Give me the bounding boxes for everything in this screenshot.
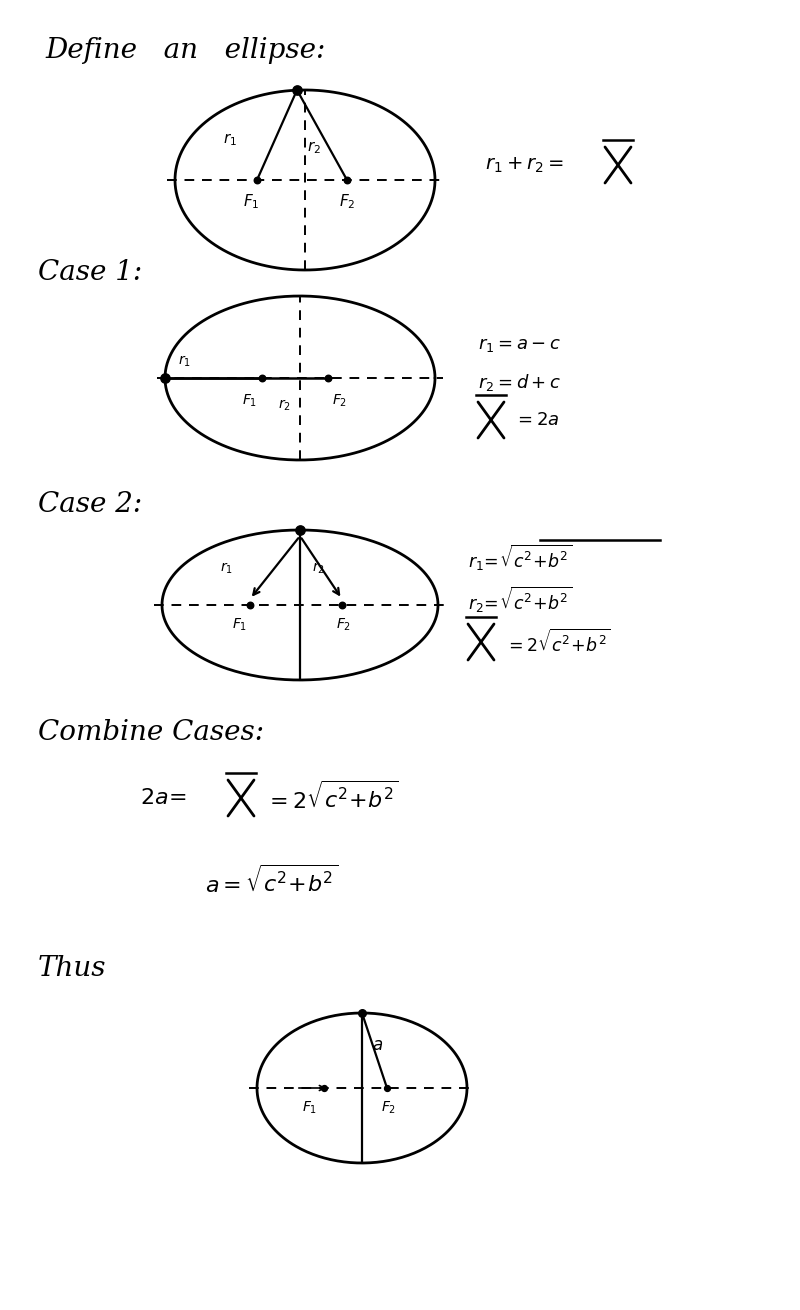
- Text: $r_2\!=\!\sqrt{c^2\!+\!b^2}$: $r_2\!=\!\sqrt{c^2\!+\!b^2}$: [468, 586, 572, 614]
- Text: $F_1$: $F_1$: [242, 393, 258, 409]
- Text: $a=\sqrt{c^2\!+\!b^2}$: $a=\sqrt{c^2\!+\!b^2}$: [205, 866, 338, 899]
- Text: $F_2$: $F_2$: [332, 393, 347, 409]
- Point: [243, 595, 256, 616]
- Text: $r_2$: $r_2$: [307, 140, 321, 156]
- Point: [318, 1078, 330, 1099]
- Text: $r_1$: $r_1$: [220, 561, 233, 575]
- Text: $= 2a$: $= 2a$: [514, 411, 559, 428]
- Text: $r_1$: $r_1$: [223, 131, 237, 148]
- Point: [294, 520, 306, 541]
- Text: $F_2$: $F_2$: [336, 617, 351, 633]
- Text: $r_2$: $r_2$: [278, 397, 291, 413]
- Point: [322, 368, 334, 389]
- Text: $r_1\!=\!\sqrt{c^2\!+\!b^2}$: $r_1\!=\!\sqrt{c^2\!+\!b^2}$: [468, 542, 572, 572]
- Text: Define   an   ellipse:: Define an ellipse:: [45, 37, 326, 63]
- Point: [341, 169, 354, 190]
- Text: $r_1= a-c$: $r_1= a-c$: [478, 335, 561, 354]
- Text: $F_1$: $F_1$: [232, 617, 247, 633]
- Point: [158, 368, 171, 389]
- Point: [256, 368, 269, 389]
- Text: $=2\sqrt{c^2\!+\!b^2}$: $=2\sqrt{c^2\!+\!b^2}$: [265, 782, 399, 815]
- Text: $r_2$: $r_2$: [312, 561, 325, 575]
- Text: $F_2$: $F_2$: [339, 193, 355, 211]
- Point: [355, 1002, 368, 1023]
- Text: $F_2$: $F_2$: [381, 1100, 396, 1116]
- Text: $F_1$: $F_1$: [302, 1100, 318, 1116]
- Point: [336, 595, 349, 616]
- Text: $r_1$: $r_1$: [178, 354, 191, 368]
- Text: $r_1 + r_2 =$: $r_1 + r_2 =$: [485, 156, 564, 174]
- Text: $r_2= d+c$: $r_2= d+c$: [478, 372, 561, 393]
- Text: Thus: Thus: [38, 955, 106, 981]
- Text: $=2\sqrt{c^2\!+\!b^2}$: $=2\sqrt{c^2\!+\!b^2}$: [505, 629, 610, 656]
- Text: $F_1$: $F_1$: [243, 193, 259, 211]
- Text: Case 1:: Case 1:: [38, 258, 142, 286]
- Point: [381, 1078, 394, 1099]
- Text: $2a\!=\!$: $2a\!=\!$: [140, 787, 186, 810]
- Text: Combine Cases:: Combine Cases:: [38, 718, 264, 745]
- Point: [250, 169, 263, 190]
- Text: $a$: $a$: [372, 1038, 383, 1055]
- Text: Case 2:: Case 2:: [38, 491, 142, 519]
- Point: [290, 80, 303, 101]
